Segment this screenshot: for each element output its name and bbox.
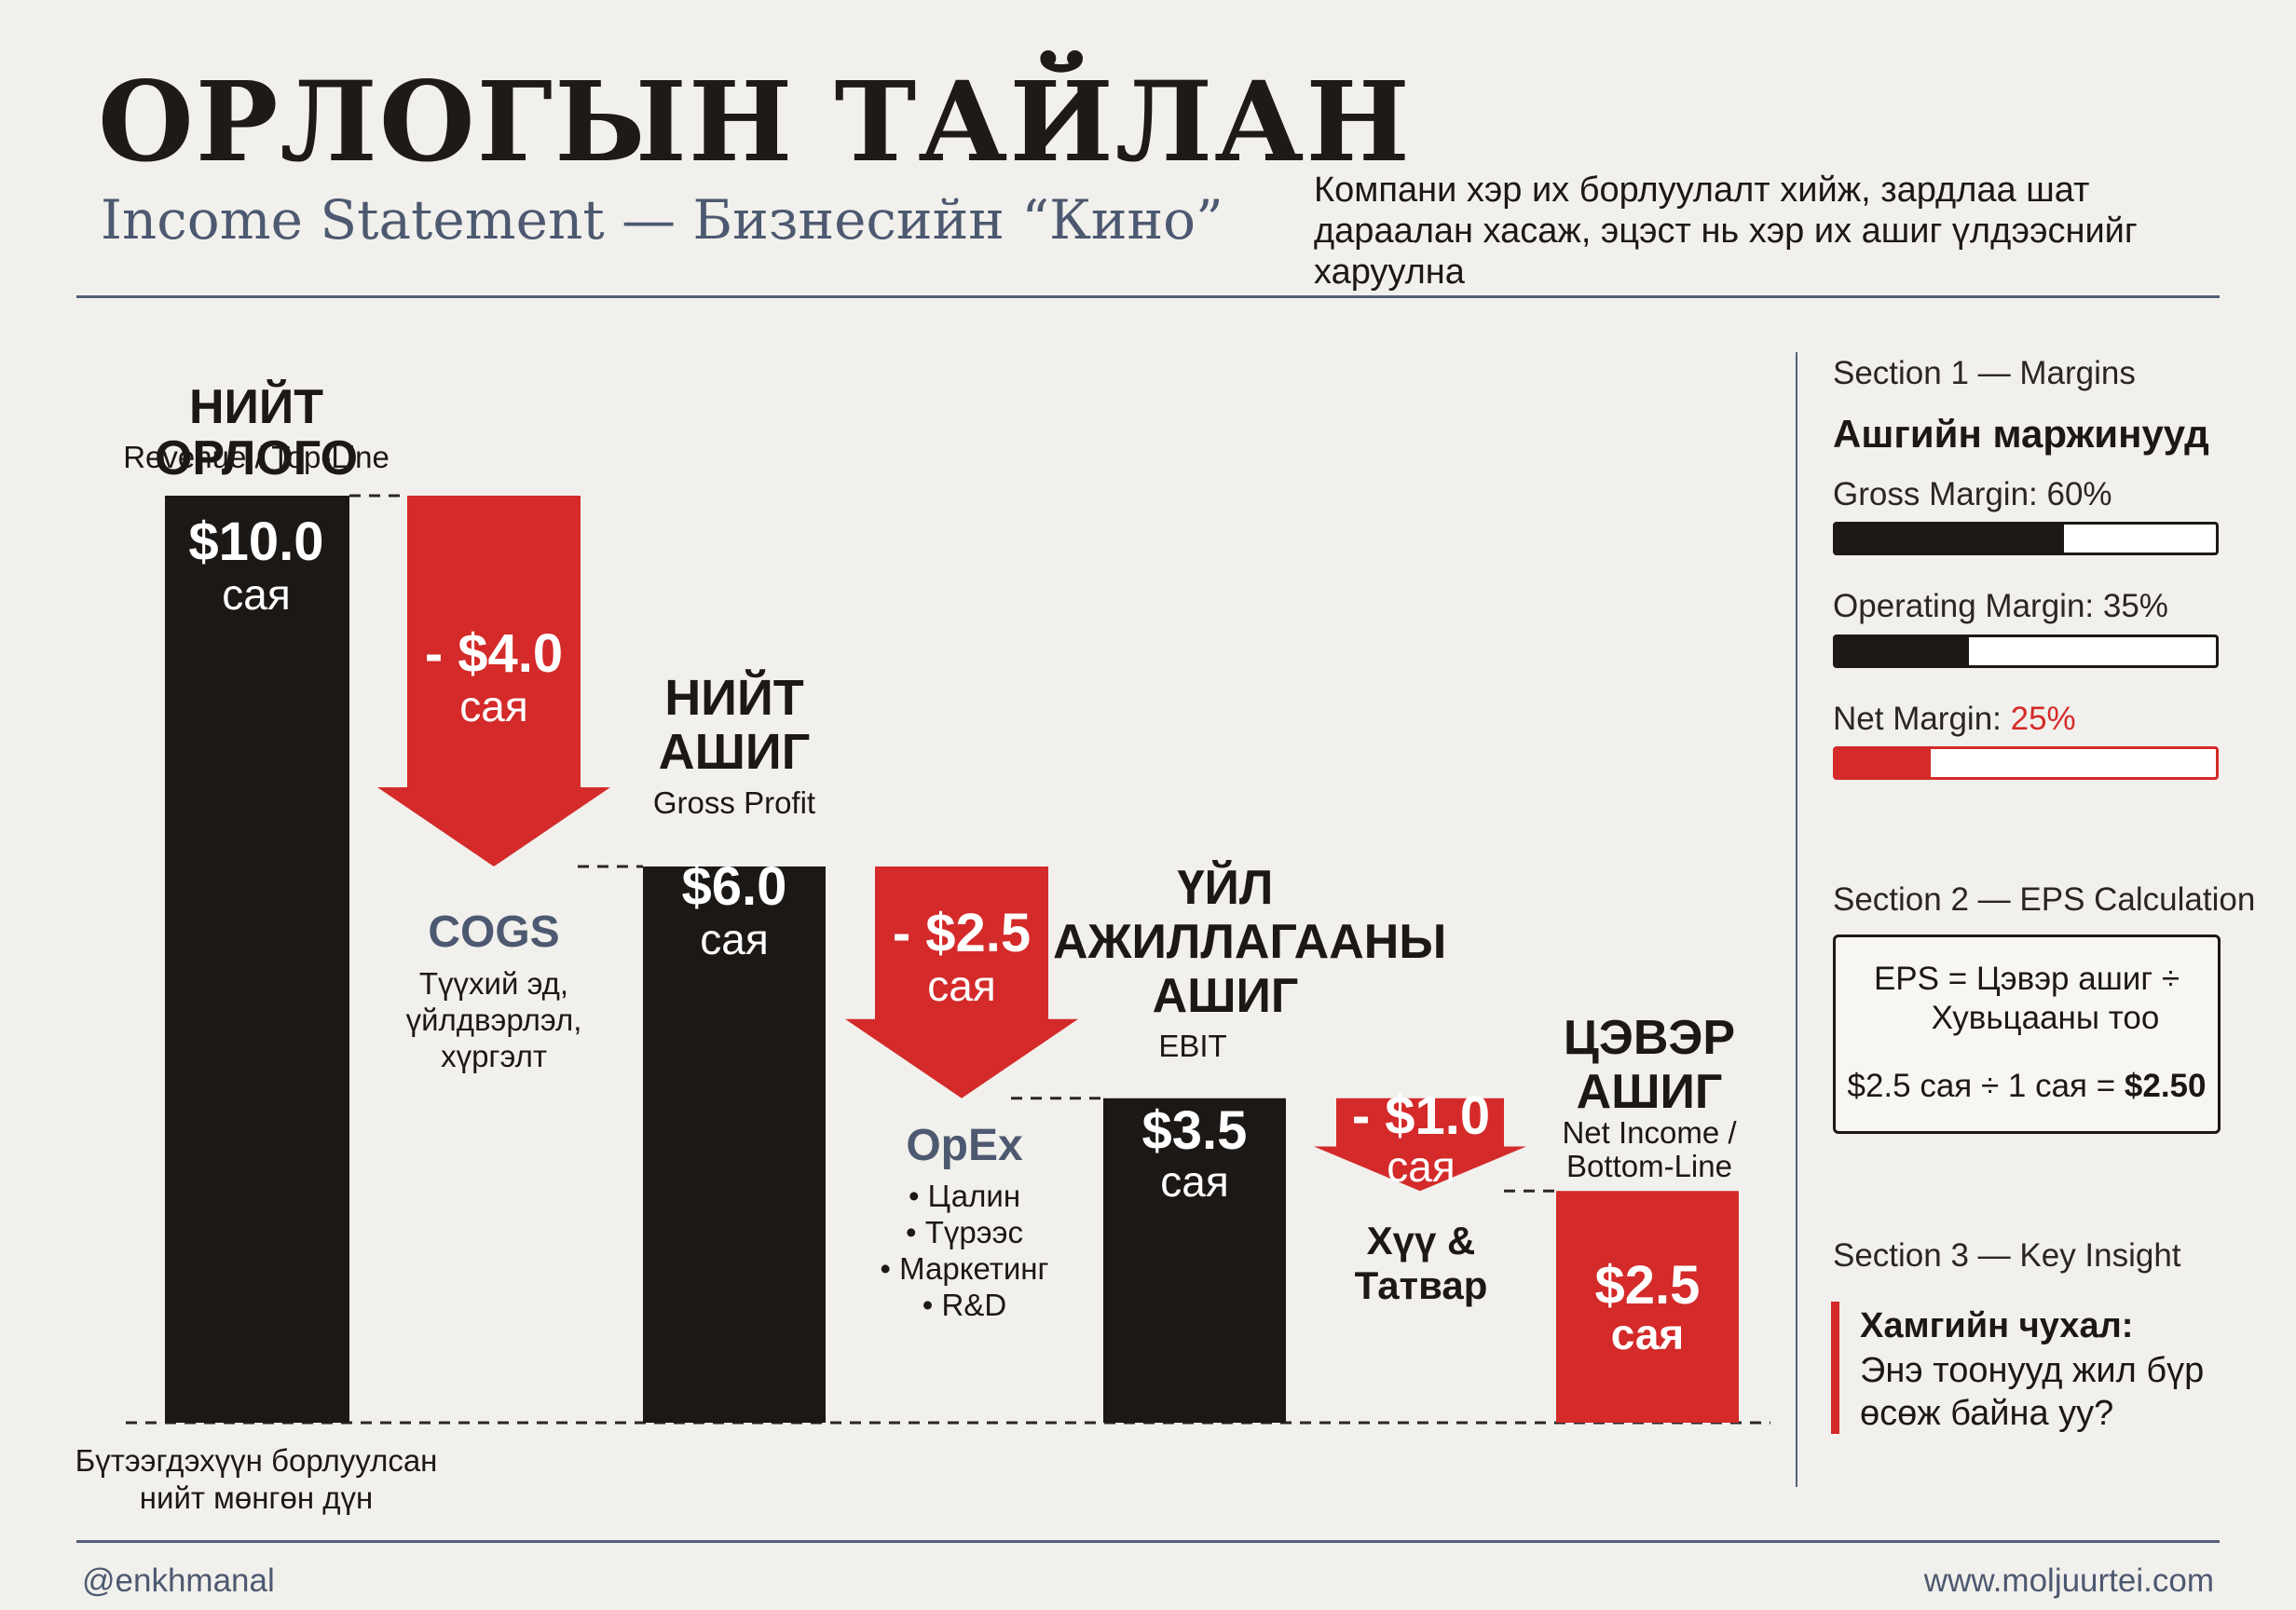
value-interest-tax: - $1.0 — [1351, 1085, 1491, 1146]
value-ebit: $3.5 — [1141, 1100, 1248, 1161]
section-2-label: Section 2 — EPS Calculation — [1833, 881, 2256, 918]
bar-net-income — [1556, 1191, 1739, 1423]
eps-formula: EPS = Цэвэр ашиг ÷ Хувьцааны тоо — [1873, 961, 2180, 1036]
gross-margin-bar — [1833, 522, 2219, 555]
label-net-income-subtitle: Net Income / Bottom-Line — [1562, 1115, 1737, 1183]
gross-margin-bar-fill — [1836, 525, 2064, 553]
net-margin-bar — [1833, 746, 2219, 780]
value-net-income: $2.5 — [1594, 1255, 1701, 1316]
label-ebit-title: ҮЙЛ АЖИЛЛАГААНЫ АШИГ — [1053, 861, 1447, 1023]
value-gross-profit: $6.0 — [681, 856, 787, 917]
label-revenue-subtitle: Revenue / Top-Line — [123, 440, 390, 474]
value-revenue: $10.0 — [188, 512, 324, 572]
label-net-income-title: ЦЭВЭР АШИГ — [1563, 1011, 1736, 1119]
unit-ebit: сая — [1160, 1157, 1229, 1206]
label-gross-profit-title: НИЙТ АШИГ — [658, 670, 811, 780]
operating-margin-label: Operating Margin: 35% — [1833, 588, 2168, 624]
waterfall-chart — [126, 494, 1770, 1425]
arrow-interest-tax — [1314, 1098, 1526, 1192]
margins-heading: Ашгийн маржинууд — [1833, 412, 2209, 456]
eps-box: EPS = Цэвэр ашиг ÷ Хувьцааны тоо $2.5 са… — [1833, 935, 2221, 1134]
insight-accent-bar — [1831, 1302, 1839, 1434]
value-opex: - $2.5 — [892, 903, 1032, 963]
arrow-cogs — [377, 496, 610, 866]
bar-revenue — [165, 496, 349, 1423]
unit-opex: сая — [927, 962, 996, 1010]
section-3-label: Section 3 — Key Insight — [1833, 1237, 2181, 1274]
label-opex: OpEx — [906, 1121, 1023, 1170]
eps-calculation: $2.5 сая ÷ 1 сая = $2.50 — [1847, 1068, 2207, 1104]
operating-margin-bar-fill — [1836, 637, 1969, 665]
unit-gross-profit: сая — [700, 915, 769, 963]
net-margin-bar-fill — [1836, 749, 1931, 777]
sidebar-divider — [1796, 352, 1797, 1487]
header-divider — [76, 295, 2220, 298]
label-gross-profit-subtitle: Gross Profit — [652, 785, 816, 820]
unit-cogs: сая — [459, 682, 528, 730]
operating-margin-bar — [1833, 634, 2219, 668]
bar-gross-profit — [643, 866, 826, 1423]
insight-text: Энэ тоонууд жил бүр өсөж байна уу? — [1860, 1351, 2205, 1433]
page-subtitle: Income Statement — Бизнесийн “Кино” — [101, 188, 1223, 252]
unit-net-income: сая — [1610, 1310, 1685, 1358]
arrow-opex — [845, 866, 1078, 1098]
value-cogs: - $4.0 — [424, 623, 564, 684]
unit-interest-tax: сая — [1387, 1142, 1456, 1191]
label-revenue-title: НИЙТ ОРЛОГО — [154, 380, 359, 485]
net-margin-label: Net Margin: 25% — [1833, 701, 2076, 737]
label-interest-tax: Хүү & Татвар — [1354, 1219, 1488, 1307]
footer-website: www.moljuurtei.com — [1923, 1562, 2214, 1599]
revenue-note: Бүтээгдэхүүн борлуулсан нийт мөнгөн дүн — [75, 1443, 438, 1515]
footer-handle: @enkhmanal — [82, 1562, 275, 1599]
opex-details: • Цалин • Түрээс • Маркетинг • R&D — [880, 1179, 1049, 1322]
footer-divider — [76, 1540, 2220, 1543]
unit-revenue: сая — [222, 570, 291, 619]
label-ebit-subtitle: EBIT — [1158, 1029, 1227, 1063]
insight-heading: Хамгийн чухал: — [1860, 1306, 2134, 1345]
label-cogs: COGS — [428, 907, 560, 957]
bar-ebit — [1103, 1098, 1286, 1423]
gross-margin-label: Gross Margin: 60% — [1833, 476, 2112, 512]
page-description: Компани хэр их борлуулалт хийж, зардлаа … — [1314, 171, 2138, 292]
section-1-label: Section 1 — Margins — [1833, 355, 2136, 391]
page-title: ОРЛОГЫН ТАЙЛАН — [98, 57, 1412, 186]
cogs-details: Түүхий эд, үйлдвэрлэл, хүргэлт — [405, 966, 582, 1073]
